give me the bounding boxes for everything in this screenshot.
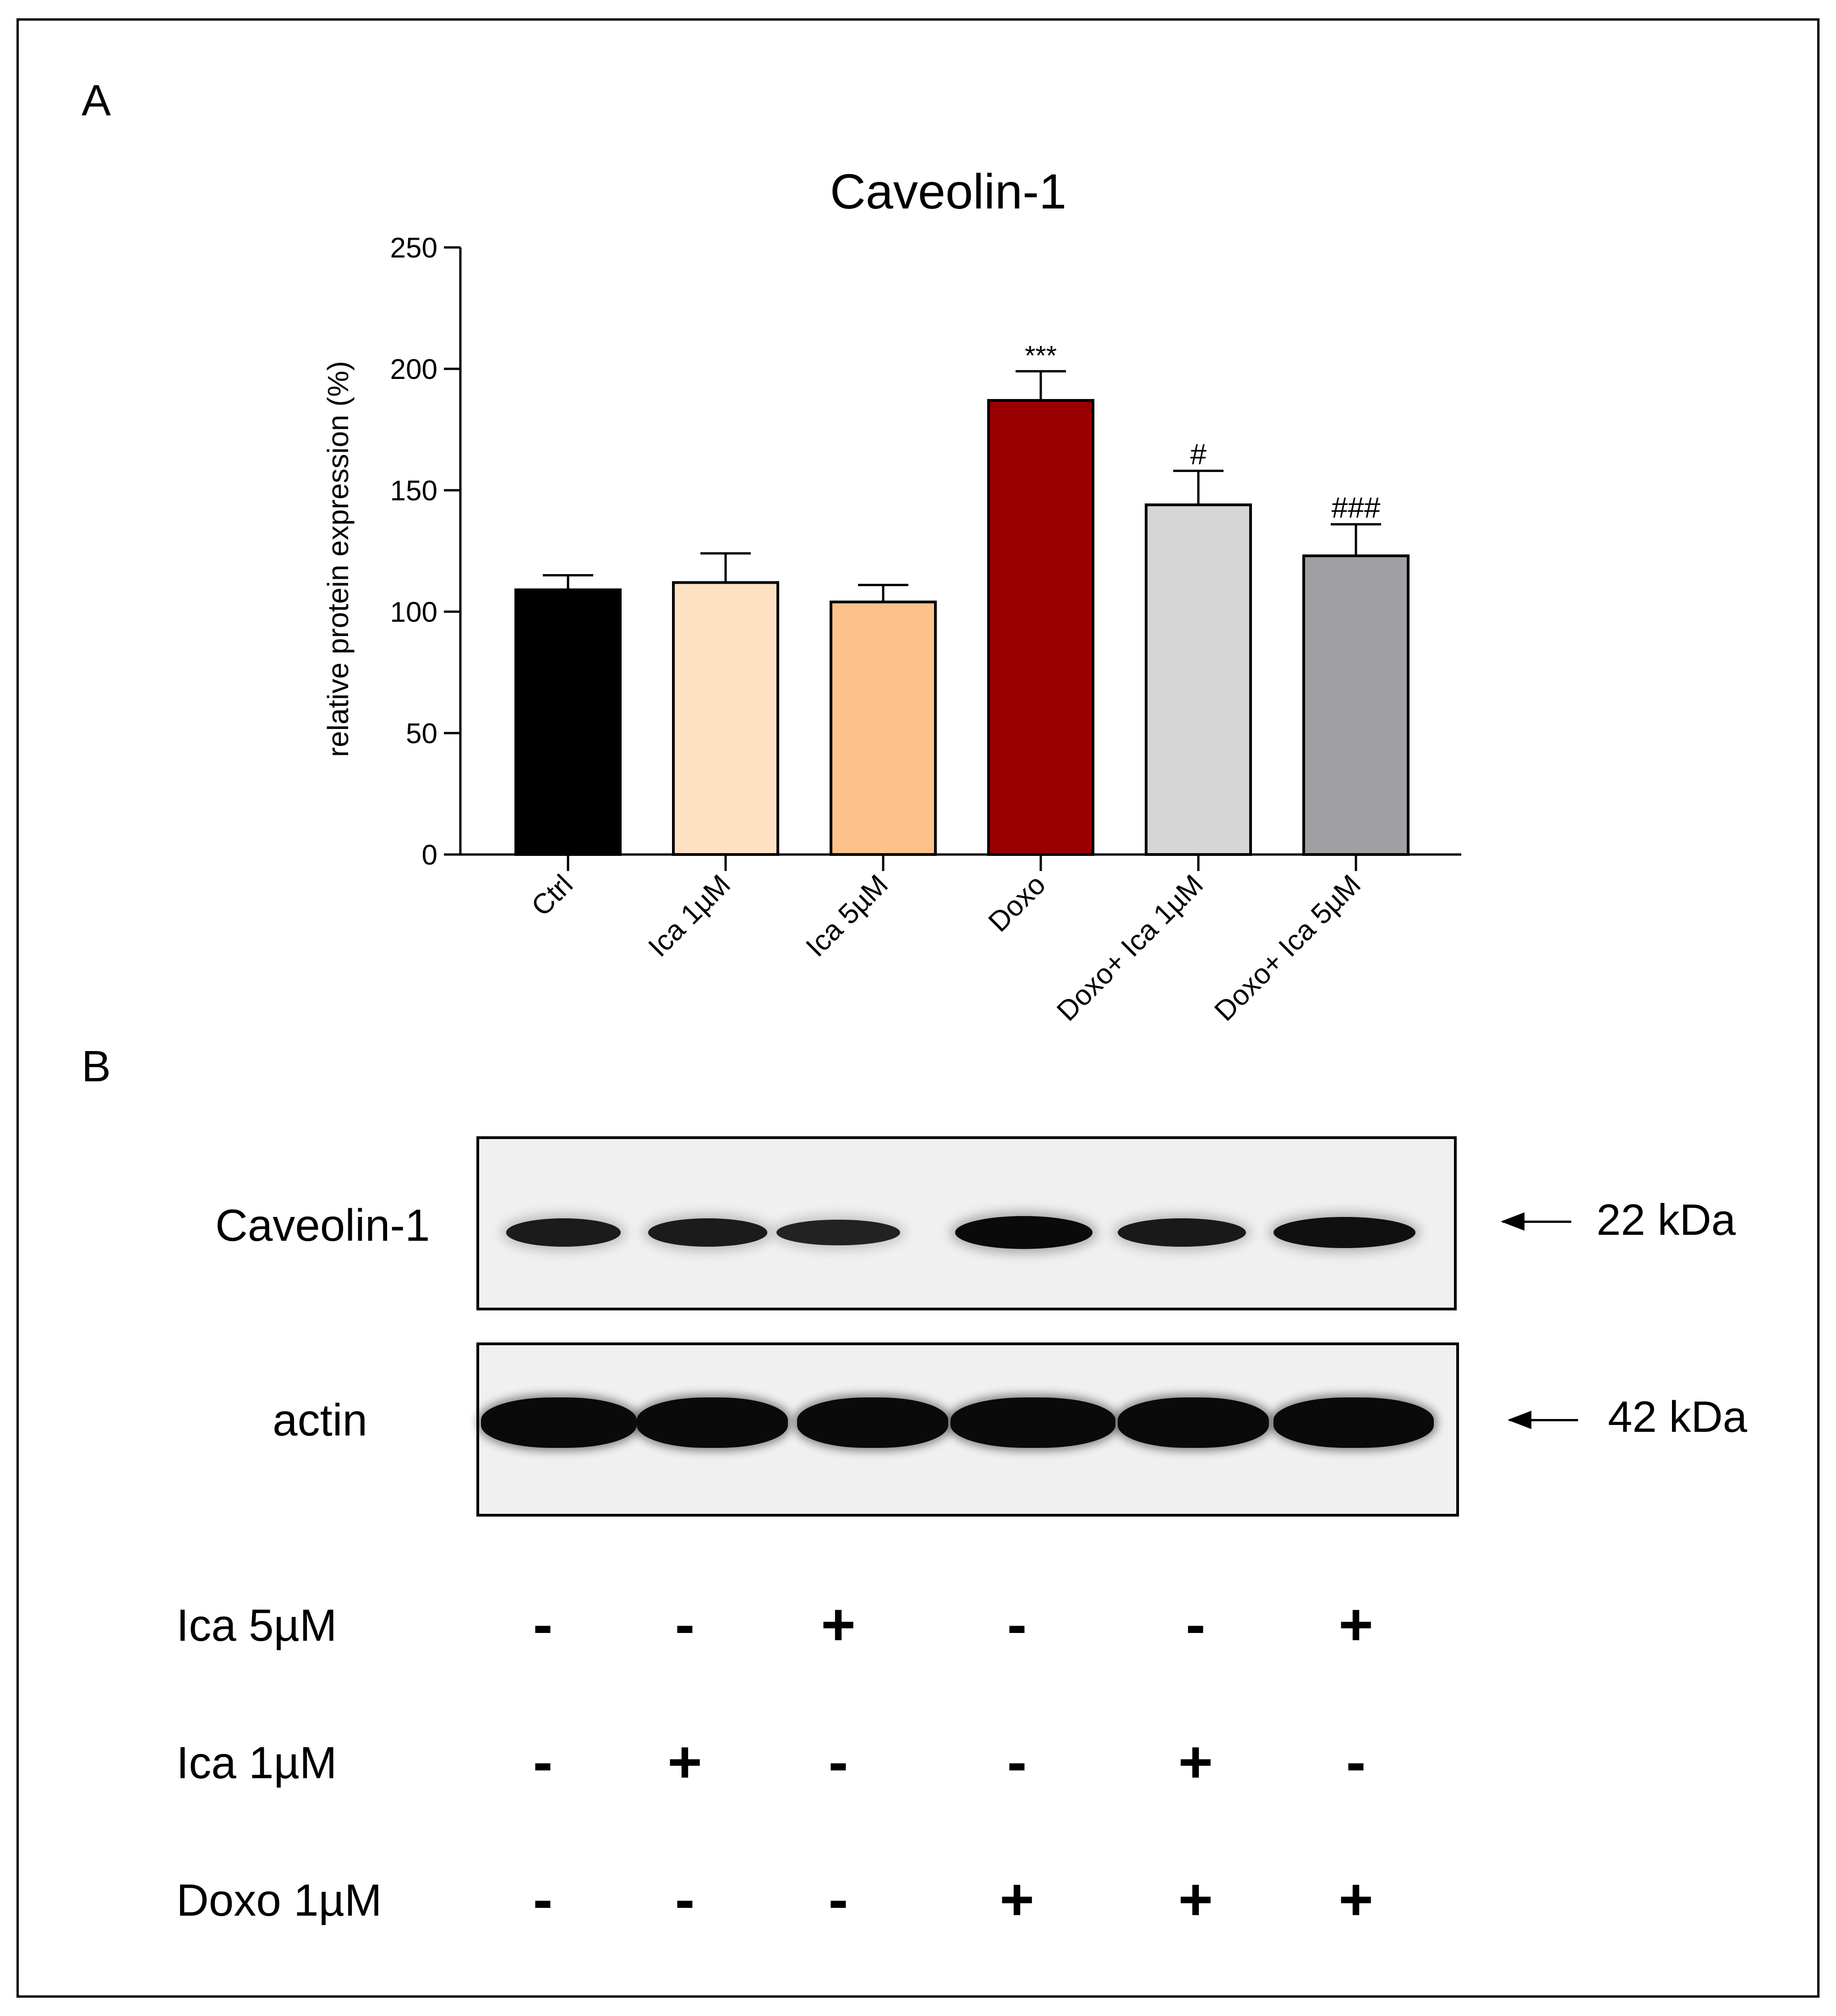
plus-sign: + — [1000, 1866, 1034, 1933]
minus-sign: - — [1346, 1728, 1366, 1795]
plus-sign: + — [821, 1591, 856, 1658]
actin-band — [951, 1397, 1115, 1448]
y-tick-label: 0 — [422, 839, 437, 871]
minus-sign: - — [828, 1866, 848, 1933]
minus-sign: - — [675, 1866, 695, 1933]
caveolin-band — [1118, 1218, 1246, 1247]
panel-a-label: A — [82, 76, 111, 125]
panel-b-label: B — [82, 1042, 111, 1091]
y-tick-label: 150 — [390, 475, 437, 507]
x-tick-label: Ica 1µM — [642, 869, 737, 963]
y-axis-label: relative protein expression (%) — [322, 361, 355, 757]
minus-sign: - — [533, 1591, 553, 1658]
minus-sign: - — [675, 1591, 695, 1658]
treatment-row-label: Ica 5µM — [176, 1600, 337, 1650]
chart-title: Caveolin-1 — [830, 164, 1066, 219]
caveolin-band — [648, 1218, 767, 1247]
minus-sign: - — [533, 1866, 553, 1933]
x-tick-label: Doxo — [983, 869, 1052, 938]
bar-chart: Caveolin-1 relative protein expression (… — [322, 164, 1461, 1027]
x-tick-label: Doxo+ Ica 5µM — [1208, 869, 1367, 1027]
x-tick-label: Ica 5µM — [800, 869, 894, 963]
actin-band — [637, 1397, 788, 1448]
figure-frame — [16, 18, 1820, 1998]
caveolin-band — [776, 1219, 900, 1246]
actin-band — [481, 1397, 637, 1448]
caveolin-band — [1273, 1216, 1415, 1249]
minus-sign: - — [1007, 1591, 1027, 1658]
significance-label: *** — [1025, 340, 1057, 371]
plus-sign: + — [1339, 1591, 1373, 1658]
minus-sign: - — [533, 1728, 553, 1795]
bar — [830, 600, 937, 856]
treatment-row-label: Doxo 1µM — [176, 1875, 382, 1925]
actin-kda: 42 kDa — [1608, 1392, 1748, 1441]
significance-label: # — [1190, 438, 1207, 471]
caveolin-row-label: Caveolin-1 — [215, 1200, 430, 1250]
caveolin-arrow — [1501, 1212, 1571, 1231]
bar — [1302, 554, 1410, 856]
bar — [1145, 503, 1252, 856]
bar — [987, 399, 1094, 856]
minus-sign: - — [1186, 1591, 1206, 1658]
y-tick-label: 200 — [390, 354, 437, 385]
actin-band — [1118, 1397, 1269, 1448]
caveolin-band — [955, 1216, 1093, 1249]
actin-band — [797, 1397, 948, 1448]
significance-label: ### — [1332, 491, 1381, 524]
plus-sign: + — [1339, 1866, 1373, 1933]
plus-sign: + — [1178, 1866, 1213, 1933]
bar — [672, 581, 779, 856]
treatment-row-label: Ica 1µM — [176, 1737, 337, 1788]
x-tick-label: Ctrl — [525, 869, 579, 922]
caveolin-kda: 22 kDa — [1596, 1195, 1736, 1244]
minus-sign: - — [828, 1728, 848, 1795]
actin-arrow — [1508, 1411, 1578, 1429]
bar — [514, 588, 622, 856]
y-tick-label: 250 — [390, 232, 437, 264]
y-tick-label: 100 — [390, 597, 437, 628]
plus-sign: + — [1178, 1728, 1213, 1795]
plus-sign: + — [667, 1728, 702, 1795]
actin-band — [1273, 1397, 1434, 1448]
y-tick-label: 50 — [406, 718, 437, 750]
actin-row-label: actin — [273, 1395, 368, 1445]
x-tick-label: Doxo+ Ica 1µM — [1051, 869, 1209, 1027]
caveolin-band — [506, 1218, 621, 1247]
minus-sign: - — [1007, 1728, 1027, 1795]
